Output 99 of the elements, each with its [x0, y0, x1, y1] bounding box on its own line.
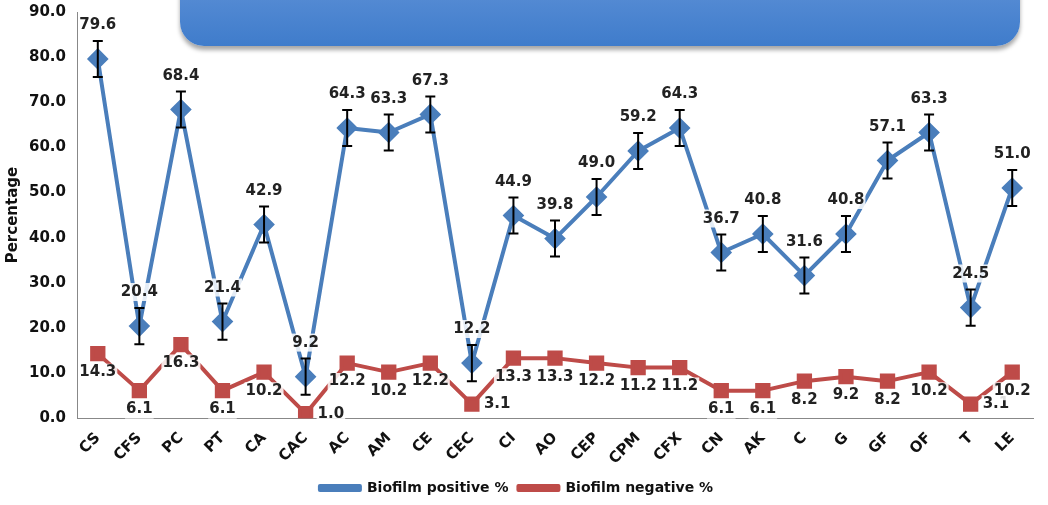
data-label: 51.0 [993, 144, 1031, 163]
x-tick-label: CN [697, 428, 727, 458]
data-label: 68.4 [162, 65, 200, 84]
x-tick-label: PC [158, 428, 187, 457]
point [297, 405, 314, 419]
y-tick-label: 90.0 [28, 1, 67, 20]
point [921, 364, 937, 380]
data-label: 6.1 [707, 399, 735, 418]
data-label: 20.4 [120, 282, 158, 301]
x-tick-label: LE [991, 428, 1018, 456]
x-tick-label: CE [408, 428, 436, 457]
y-tick-label: 30.0 [28, 272, 67, 291]
data-label: 10.2 [370, 380, 408, 399]
point [630, 359, 646, 376]
data-label: 12.2 [578, 371, 616, 390]
y-tick-label: 40.0 [28, 227, 67, 246]
data-label: 8.2 [874, 389, 901, 408]
legend-label: Biofilm positive % [366, 478, 509, 495]
point [796, 373, 813, 389]
data-label: 6.1 [209, 399, 236, 418]
point [214, 382, 231, 399]
x-tick-label: T [956, 427, 977, 449]
data-label: 63.3 [370, 88, 408, 107]
x-tick-label: C [789, 428, 810, 449]
point [381, 364, 397, 380]
data-label: 11.2 [661, 376, 699, 395]
x-tick-label: AM [362, 428, 395, 460]
point [755, 382, 771, 399]
x-tick-label: G [830, 428, 852, 450]
point [131, 382, 148, 399]
x-tick-label: AK [739, 427, 770, 458]
point [838, 368, 854, 385]
x-tick-label: OF [905, 428, 935, 458]
data-label: 3.1 [982, 394, 1010, 413]
data-label: 16.3 [162, 352, 200, 371]
data-label: 12.2 [411, 371, 449, 390]
point [173, 336, 189, 353]
point [256, 364, 272, 380]
data-label: 39.8 [536, 194, 574, 213]
data-label: 64.3 [661, 84, 699, 103]
point [464, 396, 480, 412]
point [90, 345, 106, 362]
data-label: 79.6 [79, 15, 117, 34]
data-label: 6.1 [749, 399, 777, 418]
data-label: 1.0 [317, 403, 345, 422]
data-label: 49.0 [578, 153, 616, 172]
point [713, 382, 729, 399]
data-label: 24.5 [952, 263, 990, 282]
y-tick-label: 80.0 [28, 47, 67, 66]
data-label: 6.1 [126, 399, 153, 418]
data-label: 64.3 [328, 84, 366, 103]
data-label: 21.4 [203, 277, 241, 296]
data-label: 10.2 [245, 380, 283, 399]
data-label: 12.2 [328, 371, 366, 390]
point [672, 359, 688, 376]
data-label: 10.2 [910, 380, 948, 399]
x-tick-label: CA [240, 428, 270, 458]
x-tick-label: AO [530, 428, 561, 459]
data-label: 31.6 [785, 231, 823, 250]
data-label: 67.3 [411, 70, 449, 89]
y-tick-label: 70.0 [28, 92, 67, 111]
point [339, 355, 355, 371]
y-tick-label: 0.0 [39, 408, 67, 427]
data-label: 13.3 [536, 366, 574, 385]
data-label: 8.2 [791, 389, 818, 408]
data-label: 42.9 [245, 180, 283, 199]
data-label: 11.2 [619, 376, 657, 395]
data-label: 3.1 [483, 394, 511, 413]
point [963, 396, 979, 412]
point [588, 355, 605, 371]
data-label: 59.2 [619, 107, 657, 126]
x-tick-label: CI [494, 428, 520, 453]
legend-label: Biofilm negative % [565, 478, 714, 495]
data-label: 57.1 [869, 116, 907, 135]
data-label: 12.2 [453, 319, 491, 338]
data-label: 63.3 [910, 88, 948, 107]
x-tick-label: PT [200, 427, 229, 457]
x-tick-label: GF [864, 428, 894, 458]
y-tick-label: 50.0 [28, 182, 67, 201]
x-tick-label: CS [75, 428, 104, 457]
data-label: 36.7 [702, 208, 740, 227]
data-label: 14.3 [79, 362, 117, 381]
data-label: 40.8 [744, 190, 782, 209]
data-label: 40.8 [827, 190, 865, 209]
y-tick-label: 10.0 [28, 362, 67, 381]
data-label: 13.3 [494, 366, 532, 385]
data-label: 9.2 [292, 332, 319, 351]
point [879, 373, 896, 389]
data-label: 10.2 [993, 380, 1031, 399]
data-label: 9.2 [832, 385, 860, 404]
point [422, 355, 438, 371]
point [547, 350, 563, 366]
y-tick-label: 60.0 [28, 137, 67, 156]
point [1004, 364, 1020, 380]
x-tick-label: AC [324, 428, 353, 458]
point [505, 350, 522, 366]
y-axis-title: Percentage [2, 166, 21, 264]
y-tick-label: 20.0 [28, 317, 67, 336]
data-label: 44.9 [494, 171, 532, 190]
